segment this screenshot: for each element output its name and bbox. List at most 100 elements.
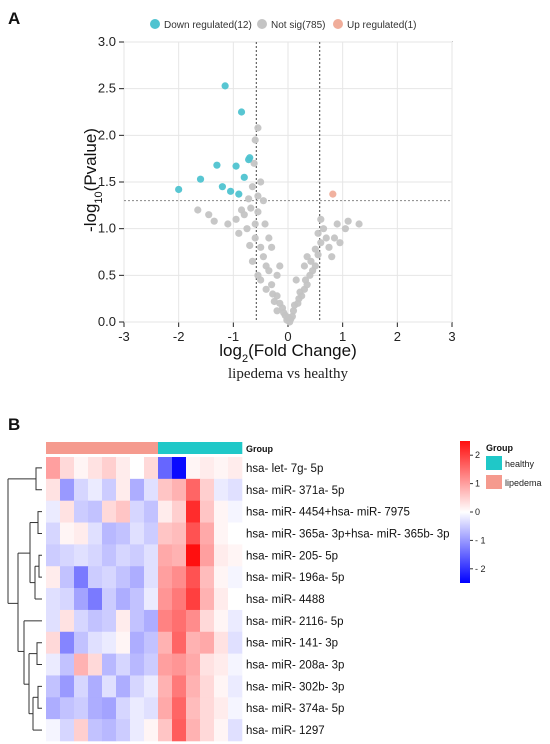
heatmap-cell bbox=[228, 719, 243, 742]
volcano-point-ns bbox=[246, 241, 254, 250]
heatmap-row-label: hsa- miR- 205- 5p bbox=[246, 550, 338, 562]
volcano-point-ns bbox=[259, 197, 267, 205]
volcano-point-ns bbox=[194, 206, 202, 214]
volcano-point-ns bbox=[273, 271, 281, 279]
heatmap-cell bbox=[74, 478, 89, 501]
dendrogram-branch bbox=[38, 554, 42, 578]
heatmap-cell bbox=[46, 500, 61, 523]
volcano-subtitle: lipedema vs healthy bbox=[228, 366, 348, 382]
heatmap-cell bbox=[144, 653, 159, 676]
heatmap-cell bbox=[46, 697, 61, 720]
volcano-point-ns bbox=[270, 297, 278, 306]
heatmap-cell bbox=[74, 653, 89, 676]
heatmap-cell bbox=[186, 675, 201, 698]
heatmap-cell bbox=[102, 588, 117, 611]
heatmap-cell bbox=[186, 522, 201, 545]
volcano-point-up bbox=[329, 190, 337, 198]
heatmap-cell bbox=[228, 675, 243, 698]
color-scale-tick-label: 1 bbox=[475, 479, 480, 489]
heatmap-cell bbox=[228, 522, 243, 545]
heatmap-cell bbox=[172, 566, 187, 589]
heatmap-cell bbox=[144, 522, 159, 545]
heatmap-cell bbox=[158, 719, 173, 742]
heatmap-cell bbox=[186, 609, 201, 633]
volcano-point-ns bbox=[322, 234, 330, 242]
heatmap-cell bbox=[172, 457, 187, 480]
heatmap-cell bbox=[102, 566, 117, 589]
volcano-point-ns bbox=[286, 318, 294, 326]
group-bar-cell-lipedema bbox=[46, 442, 61, 454]
volcano-point-ns bbox=[262, 285, 270, 293]
volcano-point-ns bbox=[235, 229, 243, 237]
heatmap-cell bbox=[228, 631, 243, 654]
group-bar-cell-lipedema bbox=[60, 442, 75, 454]
heatmap-cell bbox=[116, 675, 131, 698]
heatmap-cell bbox=[116, 522, 131, 545]
volcano-point-ns bbox=[336, 239, 344, 247]
volcano-x-tick-label: 0 bbox=[284, 329, 291, 344]
heatmap-row-label: hsa- miR- 374a- 5p bbox=[246, 703, 344, 715]
volcano-point-ns bbox=[251, 234, 259, 242]
volcano-point-ns bbox=[268, 281, 276, 289]
heatmap-row-label: hsa- miR- 196a- 5p bbox=[246, 572, 344, 584]
heatmap-cell bbox=[172, 588, 187, 611]
heatmap-cell bbox=[144, 457, 159, 480]
group-bar-cell-lipedema bbox=[144, 442, 159, 454]
heatmap-cell bbox=[130, 719, 145, 742]
heatmap-cell bbox=[60, 478, 75, 501]
volcano-point-ns bbox=[245, 195, 253, 203]
heatmap-cell bbox=[46, 478, 61, 501]
heatmap: Group hsa- let- 7g- 5p hsa- miR- 371a- 5p h… bbox=[7, 441, 542, 742]
heatmap-cell bbox=[116, 457, 131, 480]
heatmap-cell bbox=[74, 631, 89, 654]
heatmap-cell bbox=[228, 457, 243, 480]
heatmap-row-label: hsa- miR- 371a- 5p bbox=[246, 485, 344, 497]
heatmap-cell bbox=[88, 588, 103, 611]
group-bar-cell-lipedema bbox=[102, 442, 117, 454]
heatmap-cell bbox=[228, 609, 243, 633]
group-legend-swatch-healthy bbox=[486, 456, 502, 470]
volcano-point-ns bbox=[243, 225, 251, 233]
heatmap-cell bbox=[130, 500, 145, 523]
heatmap-cell bbox=[88, 544, 103, 567]
heatmap-cell bbox=[60, 697, 75, 720]
heatmap-cell bbox=[172, 609, 187, 633]
heatmap-cell bbox=[186, 478, 201, 501]
heatmap-cell bbox=[186, 457, 201, 480]
heatmap-cell bbox=[200, 609, 215, 633]
volcano-point-ns bbox=[325, 243, 333, 251]
heatmap-cell bbox=[158, 609, 173, 633]
heatmap-row-label: hsa- let- 7g- 5p bbox=[246, 463, 323, 475]
heatmap-cell bbox=[46, 631, 61, 654]
color-scale-tick-label: 0 bbox=[475, 507, 480, 517]
heatmap-row-label: hsa- miR- 2116- 5p bbox=[246, 616, 344, 628]
heatmap-cell bbox=[200, 697, 215, 720]
heatmap-cell bbox=[60, 566, 75, 589]
volcano-ylabel: -log10(Pvalue) bbox=[81, 128, 105, 232]
heatmap-cell bbox=[88, 500, 103, 523]
volcano-x-tick-label: 1 bbox=[339, 329, 346, 344]
heatmap-cell bbox=[116, 653, 131, 676]
heatmap-cell bbox=[130, 566, 145, 589]
volcano-point-down bbox=[221, 82, 229, 90]
heatmap-cell bbox=[214, 653, 229, 676]
group-legend-title: Group bbox=[486, 443, 513, 453]
volcano-y-tick-label: 3.0 bbox=[98, 34, 116, 49]
volcano-x-tick-label: -2 bbox=[173, 329, 185, 344]
heatmap-cell bbox=[60, 675, 75, 698]
heatmap-cell bbox=[130, 457, 145, 480]
group-legend-swatch-lipedema bbox=[486, 475, 502, 489]
heatmap-cell bbox=[144, 478, 159, 501]
volcano-point-ns bbox=[311, 262, 319, 270]
heatmap-cell bbox=[200, 566, 215, 589]
heatmap-cell bbox=[186, 653, 201, 676]
heatmap-row-label: hsa- miR- 208a- 3p bbox=[246, 660, 344, 672]
volcano-point-ns bbox=[210, 217, 218, 225]
heatmap-row-label: hsa- miR- 1297 bbox=[246, 725, 325, 737]
volcano-point-ns bbox=[341, 225, 349, 233]
volcano-y-tick-label: 0.0 bbox=[98, 314, 116, 329]
heatmap-cell bbox=[88, 566, 103, 589]
volcano-point-down bbox=[232, 162, 240, 170]
heatmap-cell bbox=[116, 500, 131, 523]
volcano-point-ns bbox=[257, 178, 265, 186]
